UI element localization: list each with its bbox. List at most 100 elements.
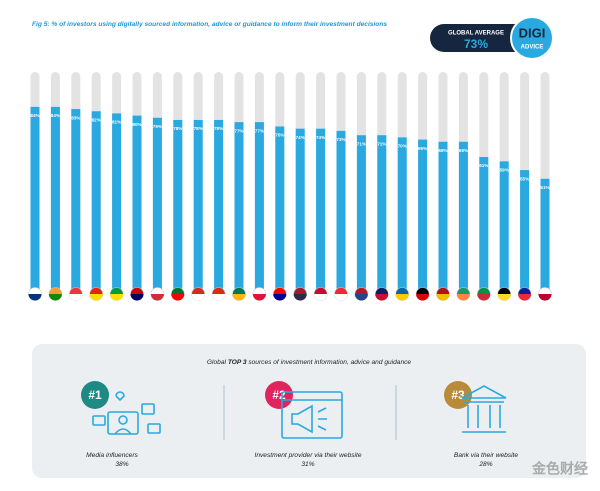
value-label: 73%: [336, 137, 345, 142]
value-label: 68%: [438, 148, 447, 153]
bar: [71, 109, 81, 290]
flag-detail: [395, 294, 409, 301]
value-label: 78%: [214, 126, 223, 131]
value-label: 71%: [377, 141, 386, 146]
bar-group: 84% 84% 83% 82% 81% 80% 79% 78% 78% 78% 77% 77% 75% 7…: [28, 72, 552, 301]
item-label: Investment provider via their website: [254, 452, 361, 459]
flag-detail: [171, 294, 185, 301]
flag-detail: [314, 294, 328, 301]
item-label: Bank via their website: [454, 452, 518, 459]
value-label: 70%: [398, 144, 407, 149]
badge-value: 73%: [464, 37, 488, 51]
icon-bank: [461, 385, 507, 433]
bar: [520, 170, 530, 290]
bar: [356, 135, 366, 290]
rank: #1: [88, 388, 102, 402]
bar: [540, 178, 550, 290]
bar: [234, 122, 244, 290]
flag-detail: [110, 294, 124, 301]
value-label: 77%: [234, 128, 243, 133]
value-label: 84%: [51, 113, 60, 118]
flag-detail: [416, 294, 430, 301]
value-label: 81%: [112, 120, 121, 125]
flag-detail: [69, 294, 83, 301]
icon-website: [281, 391, 343, 439]
icon-influencer: [92, 391, 161, 435]
bar: [254, 122, 264, 290]
value-label: 79%: [153, 124, 162, 129]
bar: [479, 157, 489, 290]
value-label: 78%: [173, 126, 182, 131]
panel-title-part: Global: [207, 359, 228, 366]
value-label: 68%: [459, 148, 468, 153]
brand-bottom: ADVICE: [521, 45, 544, 51]
value-label: 55%: [520, 176, 529, 181]
flag-detail: [334, 294, 348, 301]
bar: [30, 106, 40, 290]
bar: [193, 119, 203, 291]
bar: [132, 115, 142, 290]
flag-detail: [28, 294, 42, 301]
flag-detail: [497, 294, 511, 301]
flag-detail: [150, 294, 164, 301]
value-label: 75%: [275, 133, 284, 138]
flag-detail: [191, 294, 205, 301]
bar: [316, 128, 326, 290]
value-label: 78%: [194, 126, 203, 131]
rank-badge: [81, 381, 109, 409]
value-label: 69%: [418, 146, 427, 151]
bar: [50, 106, 60, 290]
watermark: 金色财经: [531, 461, 588, 477]
bar: [377, 135, 387, 290]
panel-title-part: sources of investment information, advic…: [247, 359, 412, 366]
flag-detail: [354, 294, 368, 301]
flag-detail: [456, 294, 470, 301]
value-label: 61%: [479, 163, 488, 168]
flag-detail: [252, 294, 266, 301]
bar: [438, 141, 448, 290]
value-label: 71%: [357, 141, 366, 146]
value-label: 74%: [296, 135, 305, 140]
bar: [397, 137, 407, 290]
rank: #3: [451, 388, 465, 402]
panel-title-part: TOP 3: [228, 359, 247, 366]
value-label: 74%: [316, 135, 325, 140]
value-label: 77%: [255, 128, 264, 133]
flag-detail: [212, 294, 226, 301]
flag-detail: [538, 294, 552, 301]
value-label: 84%: [30, 113, 39, 118]
flag-detail: [375, 294, 389, 301]
bar: [499, 161, 509, 290]
flag-detail: [273, 294, 287, 301]
bar: [91, 111, 101, 291]
value-label: 51%: [540, 185, 549, 190]
flag-detail: [518, 294, 532, 301]
flag-detail: [232, 294, 246, 301]
flag-detail: [130, 294, 144, 301]
chart-title: Fig 5: % of investors using digitally so…: [32, 21, 387, 28]
bar: [275, 126, 285, 290]
value-label: 83%: [71, 115, 80, 120]
flag-detail: [48, 294, 62, 301]
value-label: 80%: [132, 122, 141, 127]
value-label: 59%: [500, 168, 509, 173]
flag-detail: [477, 294, 491, 301]
bar: [112, 113, 122, 290]
item-value: 28%: [478, 461, 492, 468]
brand-circle: [510, 16, 554, 60]
value-label: 82%: [92, 117, 101, 122]
bar: [295, 128, 305, 290]
item-label: Media influencers: [86, 452, 138, 459]
item-value: 31%: [301, 461, 314, 468]
panel-bg: [32, 344, 586, 478]
flag-detail: [436, 294, 450, 301]
brand-top: DIGI: [519, 25, 546, 40]
flag-detail: [293, 294, 307, 301]
panel-title: Global TOP 3 sources of investment infor…: [207, 359, 412, 366]
bar: [152, 117, 162, 290]
bar: [173, 119, 183, 291]
rank-badge: [265, 381, 293, 409]
bar: [458, 141, 468, 290]
bar: [336, 130, 346, 290]
